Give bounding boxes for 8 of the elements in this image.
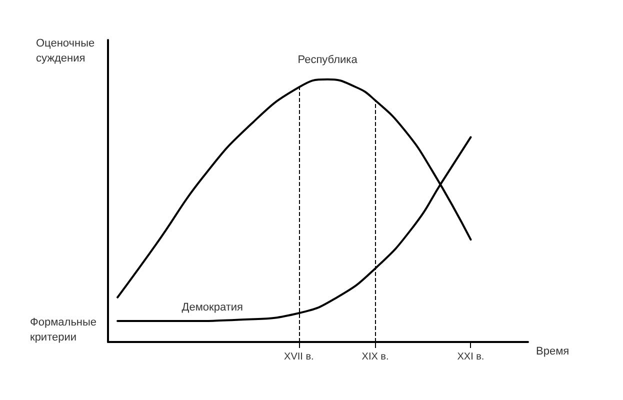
text: Оценочные суждения [36,38,95,64]
series-label: Демократия [182,301,243,314]
x-tick-label: XXI в. [457,352,484,362]
x-axis-title: Время [536,346,570,358]
series-label: Республика [298,54,358,66]
x-tick-label: XVII в. [284,352,314,362]
x-tick-label: XIX в. [362,352,389,362]
text: Формальные критерии [30,316,97,344]
